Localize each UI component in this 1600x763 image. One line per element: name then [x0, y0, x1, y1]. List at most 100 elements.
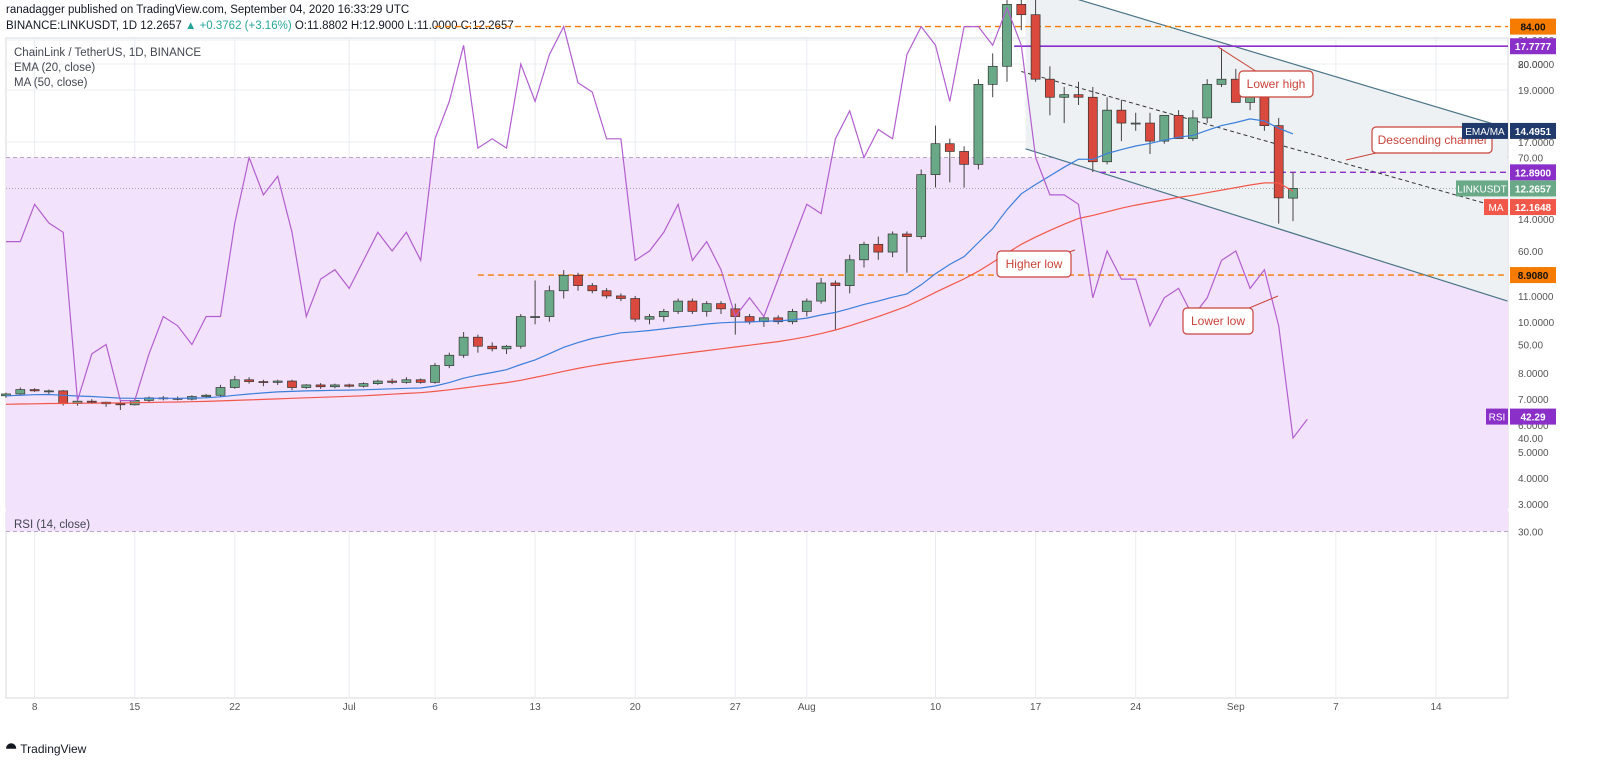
price-tick-label: 7.0000: [1518, 395, 1549, 406]
candle-down: [830, 282, 841, 286]
channel-midline: [1021, 70, 1494, 207]
candle-up: [1002, 4, 1012, 67]
candle-up: [15, 389, 26, 395]
candle-down: [716, 303, 726, 310]
ma50-line: [5, 182, 1294, 405]
rsi-label-bg: [1486, 408, 1508, 425]
candle-up: [544, 290, 555, 317]
rsi-pane: [5, 511, 1509, 699]
candle-down: [959, 151, 969, 165]
price-tick-label: 4.0000: [1518, 474, 1549, 485]
time-tick-label: Aug: [798, 702, 816, 713]
candle-up: [515, 316, 526, 347]
candle-down: [115, 403, 126, 406]
lower-low-callout-text: Lower low: [1191, 314, 1245, 328]
candle-down: [573, 274, 583, 286]
time-tick-label: 17: [1030, 702, 1042, 713]
channel-lower: [1025, 148, 1508, 302]
candle-up: [530, 316, 540, 318]
candle-up: [916, 174, 927, 237]
candle-down: [1073, 94, 1084, 98]
time-tick-label: 8: [32, 702, 38, 713]
candle-down: [58, 390, 69, 404]
rsi-line: [6, 6, 1308, 440]
candle-down: [29, 389, 40, 392]
candle-up: [987, 65, 998, 85]
candle-up: [44, 390, 54, 393]
candle-up: [1288, 187, 1298, 199]
lower-low-callout-box: [1182, 307, 1254, 335]
candle-up: [201, 394, 212, 397]
symbol-label-bg: [1456, 180, 1508, 197]
lower-high-callout-text: Lower high: [1247, 77, 1306, 91]
legend-ma: MA (50, close): [14, 77, 88, 89]
candle-up: [644, 316, 655, 320]
candle-down: [315, 384, 326, 388]
higher-low-callout-text: Higher low: [1006, 257, 1063, 271]
price-tick-label: 11.0000: [1518, 292, 1554, 303]
price-tick-label: 20.0000: [1518, 60, 1555, 71]
candle-up: [458, 336, 469, 356]
lower-high-callout-box: [1238, 70, 1314, 98]
purple-level-tag-bg: [1510, 164, 1556, 181]
last-price-tag: 12.2657: [1515, 184, 1552, 195]
publisher-line: ranadagger published on TradingView.com,…: [6, 4, 410, 16]
candle-up: [501, 345, 512, 350]
candle-down: [487, 345, 498, 350]
candle-down: [1016, 4, 1027, 16]
candle-up: [558, 274, 569, 292]
candle-up: [1188, 117, 1198, 139]
price-tick-label: 8.0000: [1518, 369, 1549, 380]
resistance-tag-bg: [1510, 38, 1556, 55]
candle-up: [787, 311, 798, 323]
price-tick-label: 19.0000: [1518, 86, 1555, 97]
support-tag-bg: [1510, 267, 1556, 284]
price-change: ▲ +0.3762 (+3.16%): [185, 20, 292, 32]
candle-up: [844, 259, 855, 286]
rsi-label: RSI: [1489, 413, 1506, 424]
candle-down: [244, 379, 254, 382]
ma-tag: 12.1648: [1515, 203, 1552, 214]
candle-down: [601, 290, 612, 297]
candle-up: [1130, 122, 1141, 125]
candle-up: [229, 379, 240, 388]
candle-up: [1216, 78, 1227, 85]
symbol: BINANCE:LINKUSDT, 1D: [6, 20, 138, 32]
ema-ma-label: EMA/MA: [1465, 127, 1505, 138]
rsi-tick-label: 70.00: [1518, 154, 1543, 165]
candle-up: [372, 380, 383, 384]
candle-down: [1087, 96, 1098, 163]
legend-rsi: RSI (14, close): [14, 519, 91, 531]
candle-up: [673, 300, 683, 312]
candle-down: [258, 381, 269, 383]
resistance-tag: 17.7777: [1515, 42, 1552, 53]
rsi-value-tag-bg: [1510, 408, 1556, 425]
candle-down: [773, 317, 784, 323]
candle-down: [1030, 14, 1041, 80]
candle-up: [215, 387, 226, 396]
tradingview-icon: ⯊: [6, 741, 17, 756]
ohlc: O:11.8802 H:12.9000 L:11.0000 C:12.2657: [294, 20, 514, 32]
rsi-value-tag: 42.29: [1520, 413, 1545, 424]
candle-up: [887, 233, 898, 253]
candle-down: [944, 143, 955, 152]
time-tick-label: 22: [229, 702, 241, 713]
higher-low-callout-box: [996, 250, 1072, 278]
candle-down: [616, 295, 626, 299]
ema-ma-tag: 14.4951: [1515, 127, 1552, 138]
last-price-tag-bg: [1510, 180, 1556, 197]
ma-label: MA: [1489, 203, 1504, 214]
candle-up: [1202, 84, 1213, 119]
candle-up: [930, 143, 941, 176]
tradingview-logo[interactable]: ⯊ TradingView: [6, 741, 86, 757]
candle-up: [358, 383, 369, 387]
price-tick-label: 10.0000: [1518, 318, 1555, 329]
time-tick-label: 15: [129, 702, 141, 713]
channel-upper: [1077, 0, 1508, 129]
candle-down: [873, 243, 884, 253]
candle-down: [1116, 109, 1127, 124]
candle-up: [801, 300, 812, 312]
candle-up: [1059, 94, 1070, 98]
candle-up: [330, 384, 340, 388]
